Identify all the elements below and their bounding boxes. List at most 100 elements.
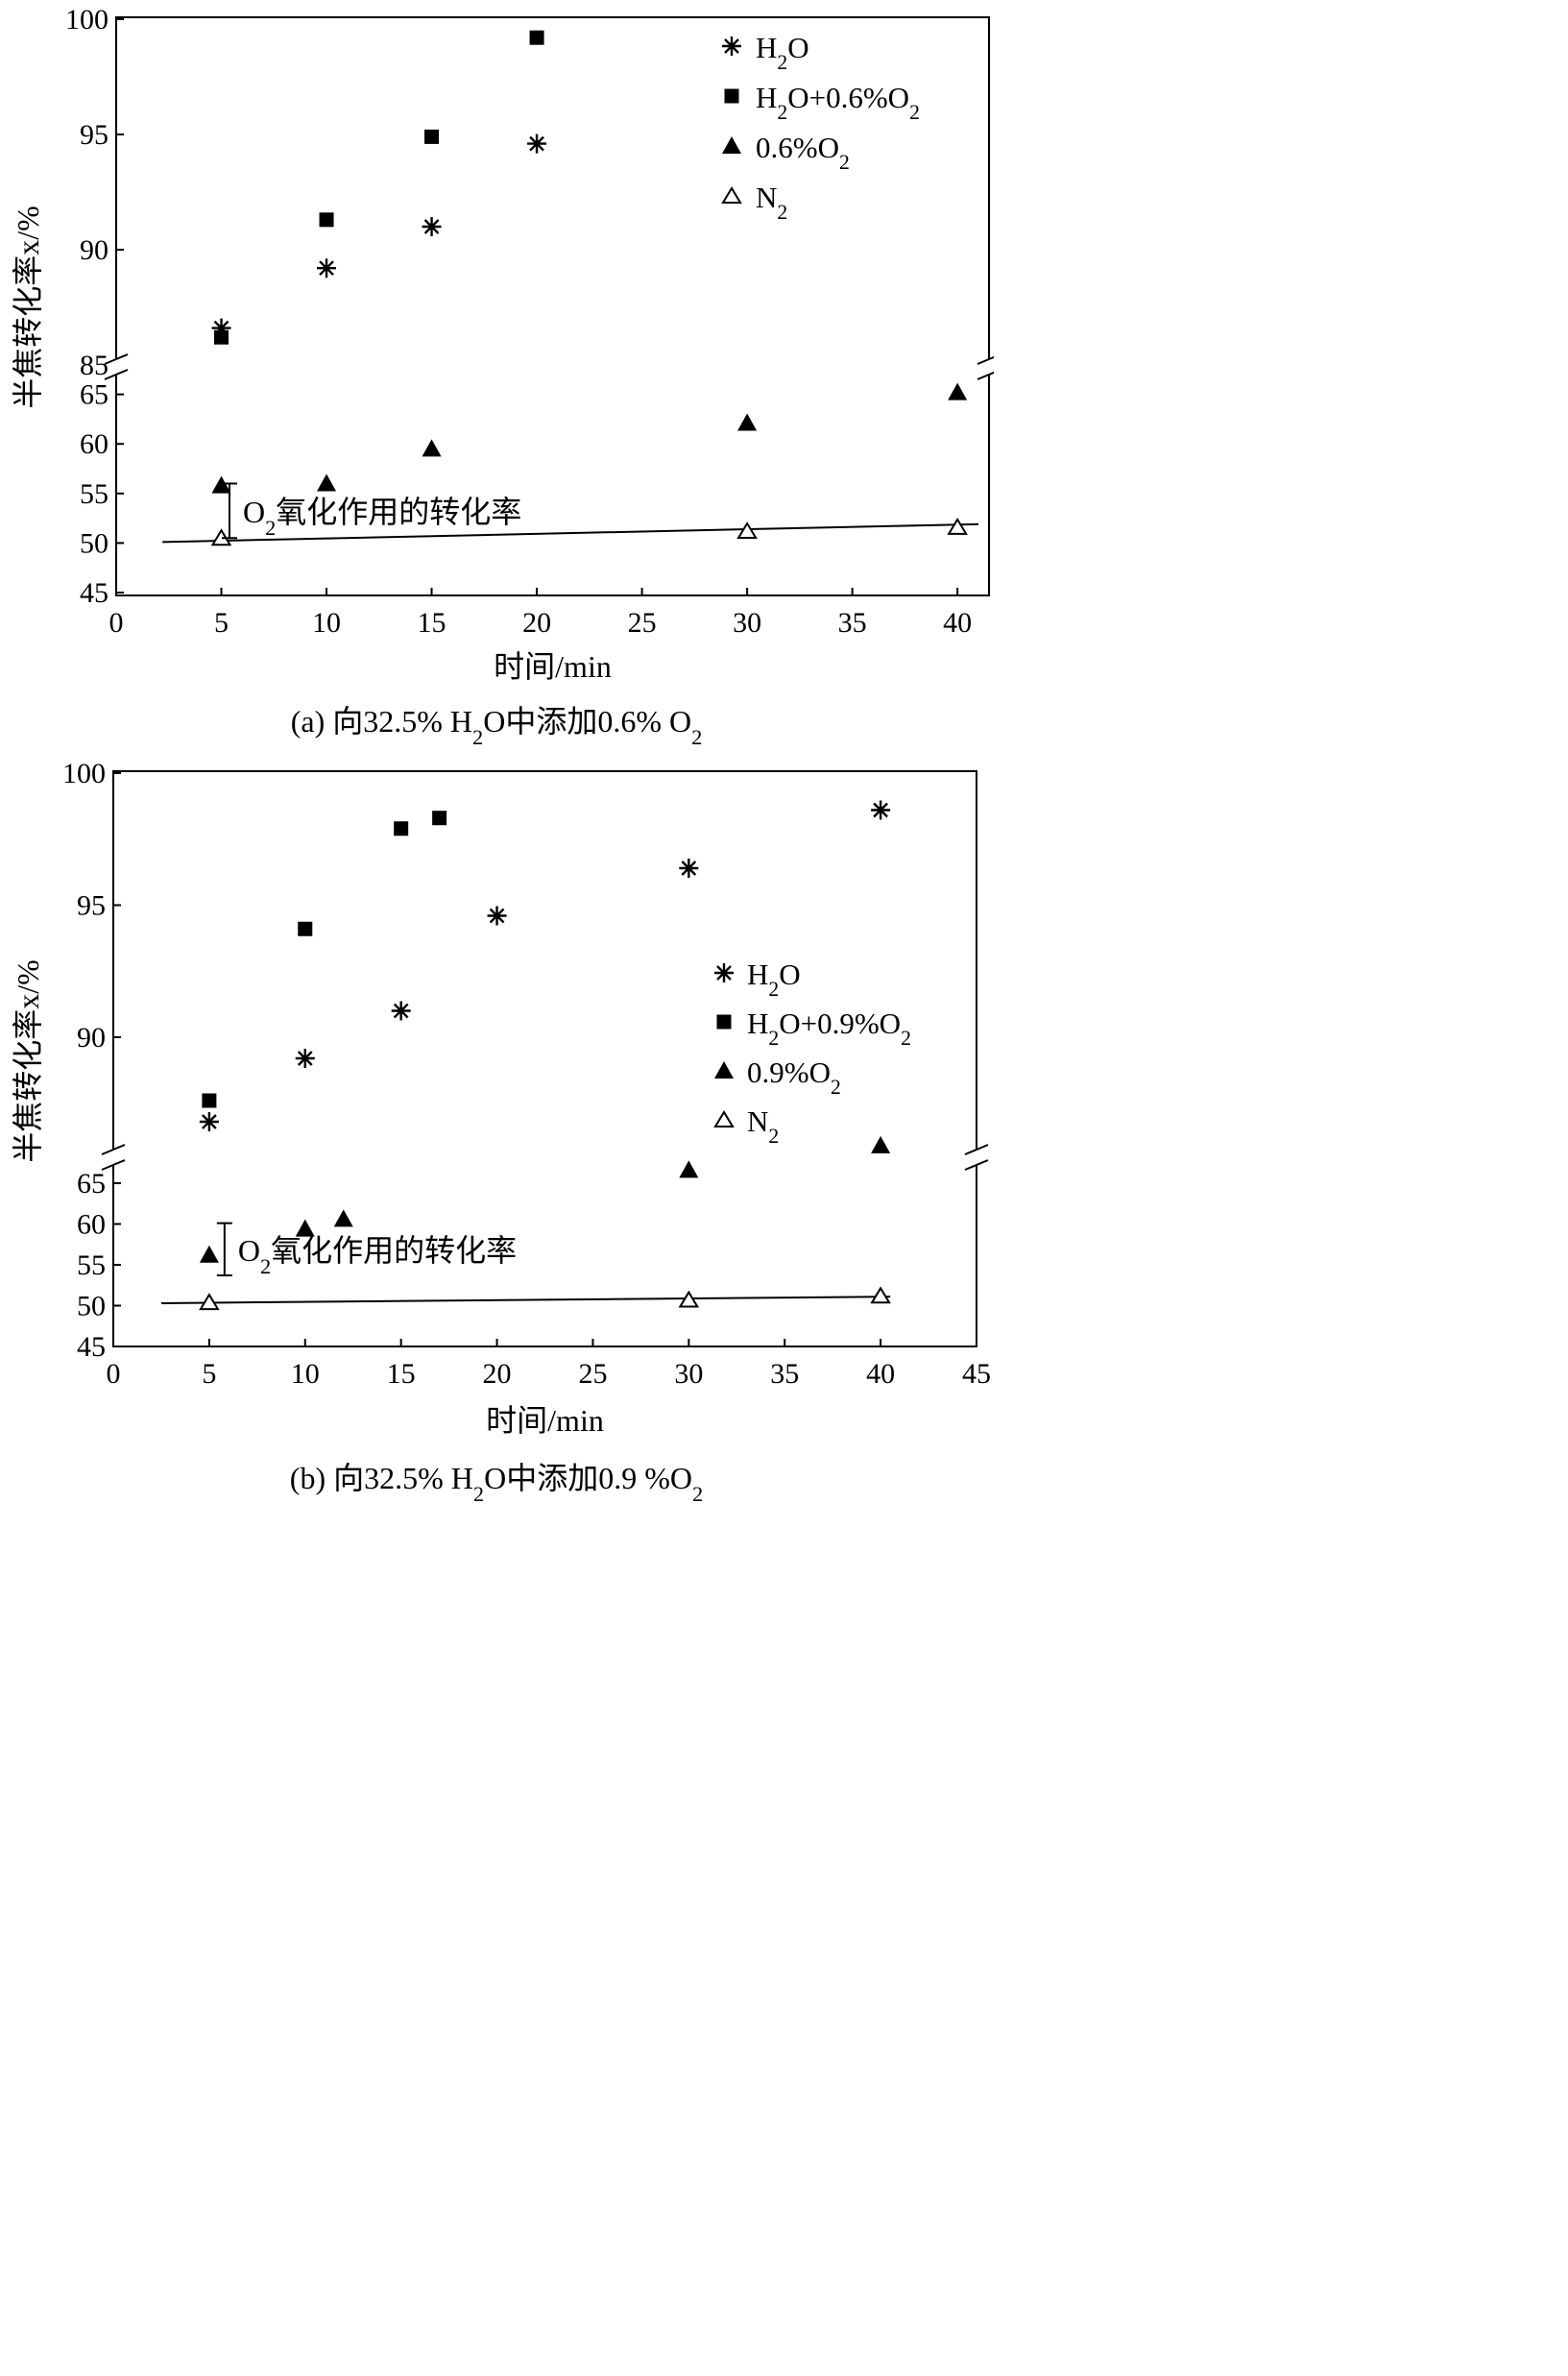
axis-break-mark [104, 369, 129, 380]
y-tick-label: 60 [77, 1209, 106, 1241]
data-point [319, 212, 334, 228]
data-point [871, 800, 891, 820]
y-tick-label: 55 [80, 478, 109, 510]
plot-frame-upper [112, 770, 977, 1150]
axis-break-mark [977, 371, 994, 380]
y-tick-label: 100 [65, 4, 109, 36]
series-1 [202, 811, 447, 1108]
data-point [737, 413, 758, 431]
plot-frame-upper [115, 16, 990, 359]
axis-break-mark [977, 355, 994, 365]
x-tick-label: 0 [109, 607, 124, 639]
n2-trendline [160, 1296, 891, 1304]
axis-break-mark [101, 1159, 126, 1171]
data-point [199, 1293, 220, 1311]
data-point [527, 133, 547, 154]
data-point [424, 129, 440, 144]
legend-marker [716, 1014, 732, 1030]
x-tick-label: 5 [214, 607, 229, 639]
series-0 [199, 800, 891, 1131]
legend-entry: 0.6%O2 [756, 131, 850, 174]
data-point [317, 473, 337, 492]
y-tick-label: 95 [80, 119, 109, 151]
y-axis-label: 半焦转化率x/% [11, 959, 45, 1163]
y-tick-label: 65 [77, 1168, 106, 1200]
y-tick-label: 90 [77, 1022, 106, 1054]
data-point [432, 811, 447, 826]
legend-entry: H2O [756, 31, 809, 74]
series-2 [199, 1135, 891, 1263]
data-point [871, 1135, 891, 1153]
series-2 [211, 382, 968, 494]
data-point [199, 1245, 219, 1263]
legend-marker [722, 136, 741, 154]
n2-trendline [162, 522, 979, 544]
data-point [422, 439, 442, 457]
data-point [947, 517, 968, 535]
axis-break-mark [964, 1144, 989, 1155]
x-tick-label: 10 [312, 607, 341, 639]
y-tick-label: 85 [80, 350, 109, 381]
data-point [317, 258, 337, 279]
x-tick-label: 0 [107, 1358, 121, 1390]
legend-entry: N2 [747, 1104, 779, 1148]
y-tick-label: 55 [77, 1249, 106, 1281]
x-tick-label: 45 [962, 1358, 991, 1390]
y-tick-label: 45 [80, 577, 109, 609]
x-tick-label: 40 [943, 607, 972, 639]
chart-caption: (b) 向32.5% H2O中添加0.9 %O2 [290, 1461, 703, 1503]
chart-panel-a: 0 5 10 15 20 25 30 35 40 85 90 95 100 45 50 55 60 65 时间/mi… [11, 4, 994, 749]
y-tick-label: 90 [80, 234, 109, 266]
data-point [394, 821, 409, 836]
data-point [211, 475, 231, 494]
data-point [870, 1286, 891, 1304]
data-point [295, 1219, 315, 1237]
legend-entry: H2O+0.6%O2 [756, 81, 920, 124]
data-point [422, 217, 442, 236]
x-tick-label: 15 [387, 1358, 416, 1390]
data-point [487, 906, 507, 926]
legend-marker [721, 186, 742, 204]
x-tick-label: 35 [838, 607, 867, 639]
y-tick-label: 45 [77, 1331, 106, 1363]
annotation-bracket [221, 482, 237, 540]
legend-marker [724, 88, 739, 104]
legend-entry: H2O+0.9%O2 [747, 1006, 911, 1050]
legend-marker [713, 1110, 735, 1127]
x-tick-label: 15 [418, 607, 446, 639]
data-point [679, 859, 699, 878]
axis-break-mark [104, 353, 129, 365]
data-point [529, 30, 544, 45]
data-point [679, 1160, 699, 1178]
annotation-bracket [216, 1222, 232, 1277]
x-tick-label: 10 [291, 1358, 320, 1390]
series-3 [199, 1286, 891, 1311]
legend-entry: 0.9%O2 [747, 1055, 841, 1099]
legend-marker [714, 1061, 734, 1079]
chart-panel-b: 0 5 10 15 20 25 30 35 40 45 90 95 100 45 50 55 60 65 时间/mi… [11, 758, 991, 1503]
chart-caption: (a) 向32.5% H2O中添加0.6% O2 [291, 704, 703, 749]
annotation-text: O2氧化作用的转化率 [243, 495, 521, 540]
x-tick-label: 40 [866, 1358, 895, 1390]
axis-break-mark [964, 1159, 989, 1171]
plot-frame-lower [115, 375, 990, 596]
data-point [333, 1209, 353, 1227]
axis-break-mark [101, 1144, 126, 1155]
series-1 [214, 30, 544, 345]
data-point [298, 921, 313, 936]
y-tick-label: 50 [77, 1291, 106, 1322]
y-tick-label: 95 [77, 890, 106, 922]
series-0 [211, 133, 547, 338]
x-axis-label: 时间/min [494, 649, 612, 684]
y-tick-label: 50 [80, 527, 109, 559]
x-tick-label: 30 [733, 607, 761, 639]
x-tick-label: 20 [522, 607, 551, 639]
legend-marker [714, 963, 734, 982]
data-point [211, 318, 231, 338]
x-tick-label: 5 [202, 1358, 216, 1390]
y-axis-label: 半焦转化率x/% [11, 206, 45, 409]
data-point [736, 521, 758, 540]
plot-frame-lower [112, 1165, 977, 1347]
data-point [295, 1049, 315, 1068]
data-point [948, 382, 968, 400]
